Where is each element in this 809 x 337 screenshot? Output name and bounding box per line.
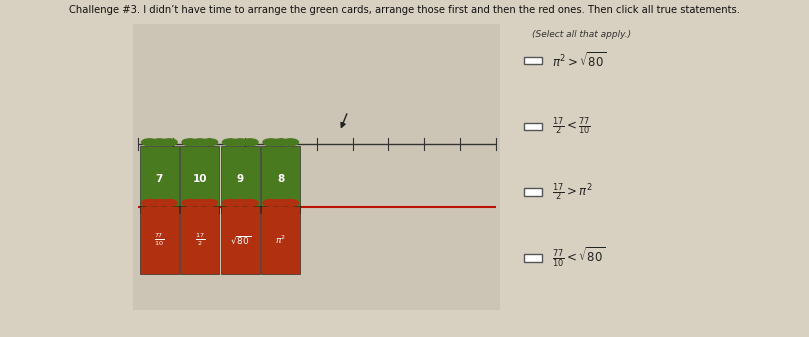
- Text: $\frac{77}{10} < \sqrt{80}$: $\frac{77}{10} < \sqrt{80}$: [552, 246, 605, 269]
- Circle shape: [161, 139, 177, 146]
- Text: $\frac{17}{2}$: $\frac{17}{2}$: [195, 232, 205, 248]
- Text: (Select all that apply.): (Select all that apply.): [532, 30, 632, 39]
- Circle shape: [222, 200, 239, 206]
- Text: 8: 8: [277, 174, 284, 184]
- Circle shape: [201, 200, 218, 206]
- Circle shape: [142, 139, 158, 146]
- Text: $\pi^2$: $\pi^2$: [275, 234, 286, 246]
- Text: $\frac{17}{2} > \pi^2$: $\frac{17}{2} > \pi^2$: [552, 181, 592, 203]
- Circle shape: [282, 139, 299, 146]
- Circle shape: [142, 200, 158, 206]
- Text: Challenge #3. I didn’t have time to arrange the green cards, arrange those first: Challenge #3. I didn’t have time to arra…: [69, 5, 740, 15]
- Bar: [524, 123, 542, 130]
- Text: 10: 10: [193, 174, 207, 184]
- Bar: [221, 146, 260, 213]
- Circle shape: [242, 139, 258, 146]
- Circle shape: [151, 200, 167, 206]
- Bar: [140, 146, 179, 213]
- Circle shape: [273, 200, 289, 206]
- Bar: [180, 206, 219, 274]
- Bar: [221, 206, 260, 274]
- Bar: [261, 146, 300, 213]
- Circle shape: [242, 200, 258, 206]
- Circle shape: [161, 200, 177, 206]
- Bar: [140, 206, 179, 274]
- Text: $\pi^2 > \sqrt{80}$: $\pi^2 > \sqrt{80}$: [552, 51, 606, 70]
- Bar: [180, 146, 219, 213]
- Circle shape: [263, 139, 279, 146]
- Circle shape: [232, 200, 248, 206]
- Circle shape: [182, 139, 198, 146]
- Text: $\sqrt{80}$: $\sqrt{80}$: [230, 234, 251, 246]
- Circle shape: [282, 200, 299, 206]
- Bar: [524, 57, 542, 64]
- Text: 9: 9: [237, 174, 244, 184]
- Circle shape: [222, 139, 239, 146]
- Bar: [261, 206, 300, 274]
- Text: $\frac{17}{2} < \frac{77}{10}$: $\frac{17}{2} < \frac{77}{10}$: [552, 116, 591, 137]
- Circle shape: [182, 200, 198, 206]
- Circle shape: [201, 139, 218, 146]
- Bar: [524, 254, 542, 262]
- Circle shape: [192, 200, 208, 206]
- Circle shape: [273, 139, 289, 146]
- Circle shape: [232, 139, 248, 146]
- Text: 7: 7: [155, 174, 163, 184]
- Circle shape: [263, 200, 279, 206]
- Text: $\frac{77}{10}$: $\frac{77}{10}$: [155, 232, 164, 248]
- Bar: [133, 24, 500, 310]
- Circle shape: [151, 139, 167, 146]
- Bar: [524, 188, 542, 196]
- Circle shape: [192, 139, 208, 146]
